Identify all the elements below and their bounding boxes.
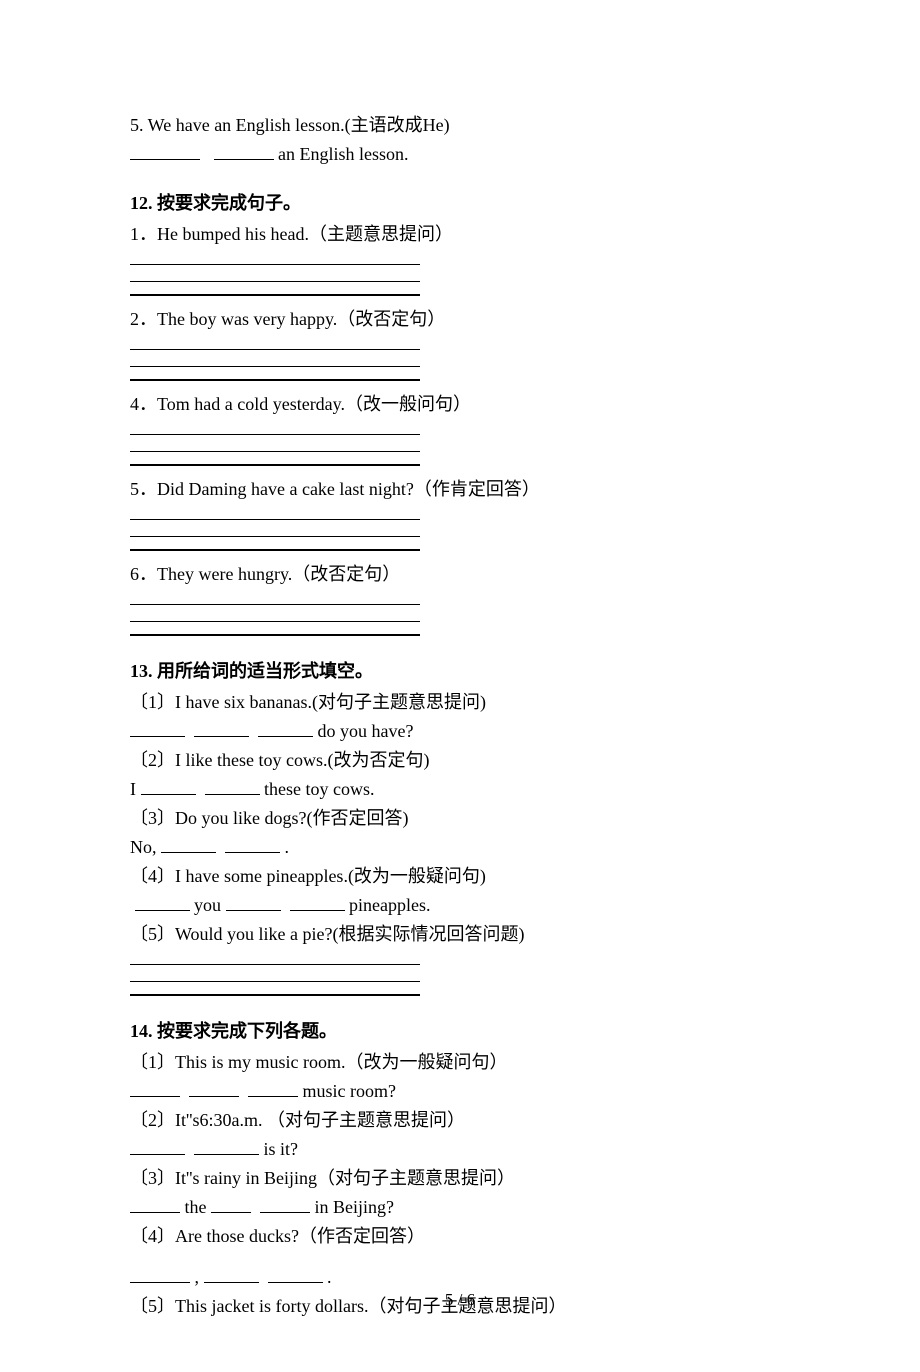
blank [268,1264,323,1283]
s13-item-2-prompt: 〔2〕I like these toy cows.(改为否定句) [130,747,790,774]
q5-answer-line: an English lesson. [130,141,790,168]
s13-2-suffix: these toy cows. [264,779,374,799]
blank [130,1264,190,1283]
blank [226,892,281,911]
s13-3-suffix: . [285,837,290,857]
blank [130,1194,180,1213]
answer-line [130,454,420,466]
answer-line [130,969,420,982]
blank [258,718,313,737]
answer-blank-group [130,252,790,296]
s13-2-prefix: I [130,779,141,799]
s12-item-2: 2．The boy was very happy.（改否定句） [130,306,790,333]
s13-item-4-prompt: 〔4〕I have some pineapples.(改为一般疑问句) [130,863,790,890]
s12-item-5: 5．Did Daming have a cake last night?（作肯定… [130,476,790,503]
answer-line [130,284,420,296]
blank [214,141,274,160]
answer-blank-group [130,507,790,551]
answer-line [130,609,420,622]
answer-line [130,269,420,282]
answer-line [130,952,420,965]
answer-line [130,624,420,636]
answer-line [130,369,420,381]
s12-item-4: 4．Tom had a cold yesterday.（改一般问句） [130,391,790,418]
s14-4-comma: , [195,1267,200,1287]
blank [135,892,190,911]
s13-item-3-answer: No, . [130,834,790,861]
answer-blank-group [130,337,790,381]
q5-answer-suffix: an English lesson. [278,144,409,164]
section-14-heading: 14. 按要求完成下列各题。 [130,1018,790,1045]
answer-line [130,354,420,367]
answer-line [130,507,420,520]
section-12-heading: 12. 按要求完成句子。 [130,190,790,217]
s13-item-2-answer: I these toy cows. [130,776,790,803]
answer-line [130,439,420,452]
s14-item-1-answer: music room? [130,1078,790,1105]
answer-line [130,337,420,350]
answer-blank-group [130,592,790,636]
blank [225,834,280,853]
s13-item-4-answer: you pineapples. [130,892,790,919]
worksheet-page: 5. We have an English lesson.(主语改成He) an… [0,0,920,1372]
q5-prompt: 5. We have an English lesson.(主语改成He) [130,112,790,139]
s12-item-1: 1．He bumped his head.（主题意思提问） [130,221,790,248]
s14-item-4-prompt: 〔4〕Are those ducks?（作否定回答） [130,1223,790,1250]
s14-4-suffix: . [327,1267,332,1287]
answer-line [130,984,420,996]
s14-item-2-prompt: 〔2〕It''s6:30a.m. （对句子主题意思提问） [130,1107,790,1134]
blank [204,1264,259,1283]
s13-item-1-answer: do you have? [130,718,790,745]
s14-1-suffix: music room? [303,1081,396,1101]
s14-item-3-prompt: 〔3〕It''s rainy in Beijing（对句子主题意思提问） [130,1165,790,1192]
s14-item-3-answer: the in Beijing? [130,1194,790,1221]
s12-item-6: 6．They were hungry.（改否定句） [130,561,790,588]
blank [290,892,345,911]
s13-item-1-prompt: 〔1〕I have six bananas.(对句子主题意思提问) [130,689,790,716]
s14-item-1-prompt: 〔1〕This is my music room.（改为一般疑问句） [130,1049,790,1076]
blank [211,1194,251,1213]
answer-line [130,592,420,605]
answer-line [130,524,420,537]
s14-3-suffix: in Beijing? [315,1197,395,1217]
blank [130,141,200,160]
s13-4-suffix: pineapples. [349,895,430,915]
answer-line [130,252,420,265]
answer-blank-group [130,422,790,466]
answer-blank-group [130,952,790,996]
s13-3-prefix: No, [130,837,161,857]
blank [260,1194,310,1213]
section-13-heading: 13. 用所给词的适当形式填空。 [130,658,790,685]
answer-line [130,422,420,435]
blank [248,1078,298,1097]
s13-1-suffix: do you have? [318,721,414,741]
blank [141,776,196,795]
s14-item-2-answer: is it? [130,1136,790,1163]
s13-item-3-prompt: 〔3〕Do you like dogs?(作否定回答) [130,805,790,832]
blank [189,1078,239,1097]
s14-2-suffix: is it? [264,1139,299,1159]
blank [130,1136,185,1155]
page-number: 5 / 6 [0,1287,920,1313]
blank [161,834,216,853]
blank [130,1078,180,1097]
s13-4-mid1: you [194,895,226,915]
blank [205,776,260,795]
answer-line [130,539,420,551]
blank [130,718,185,737]
blank [194,718,249,737]
blank [194,1136,259,1155]
s13-item-5-prompt: 〔5〕Would you like a pie?(根据实际情况回答问题) [130,921,790,948]
s14-3-mid: the [185,1197,207,1217]
